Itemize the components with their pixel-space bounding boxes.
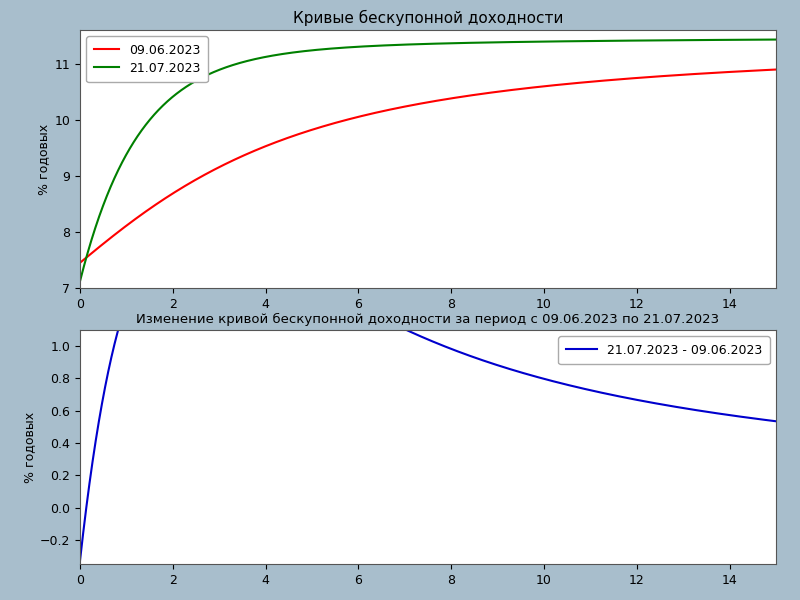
- 21.07.2023 - 09.06.2023: [771, 418, 781, 425]
- 09.06.2023: [110, 230, 120, 238]
- 21.07.2023 - 09.06.2023: [395, 323, 405, 331]
- 09.06.2023: [395, 104, 405, 111]
- 21.07.2023 - 09.06.2023: [75, 557, 85, 564]
- 09.06.2023: [414, 100, 423, 107]
- 21.07.2023: [623, 37, 633, 44]
- Legend: 21.07.2023 - 09.06.2023: 21.07.2023 - 09.06.2023: [558, 336, 770, 364]
- 21.07.2023: [110, 172, 120, 179]
- 09.06.2023: [623, 75, 633, 82]
- 21.07.2023: [414, 41, 423, 48]
- Y-axis label: % годовых: % годовых: [22, 412, 36, 482]
- Line: 21.07.2023 - 09.06.2023: 21.07.2023 - 09.06.2023: [80, 223, 776, 560]
- 09.06.2023: [771, 66, 781, 73]
- Line: 21.07.2023: 21.07.2023: [80, 40, 776, 281]
- 21.07.2023: [750, 36, 760, 43]
- 21.07.2023 - 09.06.2023: [191, 220, 201, 227]
- 21.07.2023 - 09.06.2023: [110, 336, 120, 343]
- Line: 09.06.2023: 09.06.2023: [80, 70, 776, 263]
- 21.07.2023 - 09.06.2023: [623, 395, 633, 402]
- Title: Кривые бескупонной доходности: Кривые бескупонной доходности: [293, 10, 563, 26]
- Y-axis label: % годовых: % годовых: [38, 124, 50, 194]
- 21.07.2023: [75, 277, 85, 284]
- 21.07.2023 - 09.06.2023: [414, 332, 423, 339]
- 21.07.2023: [751, 36, 761, 43]
- Legend: 09.06.2023, 21.07.2023: 09.06.2023, 21.07.2023: [86, 36, 208, 82]
- 21.07.2023 - 09.06.2023: [751, 415, 761, 422]
- 21.07.2023: [771, 36, 781, 43]
- 09.06.2023: [750, 67, 760, 74]
- 21.07.2023: [395, 41, 405, 49]
- Title: Изменение кривой бескупонной доходности за период с 09.06.2023 по 21.07.2023: Изменение кривой бескупонной доходности …: [137, 313, 719, 326]
- 21.07.2023 - 09.06.2023: [751, 415, 761, 422]
- 09.06.2023: [751, 67, 761, 74]
- 09.06.2023: [75, 259, 85, 266]
